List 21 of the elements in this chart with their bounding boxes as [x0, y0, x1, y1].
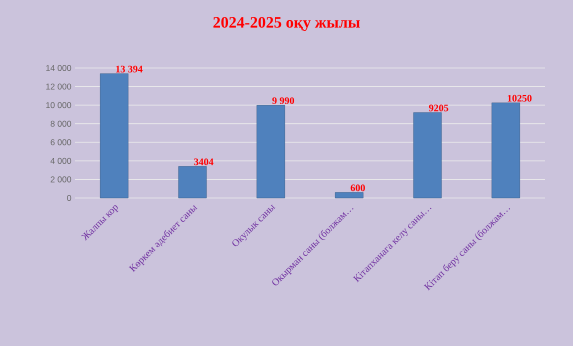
data-label: 10250 [508, 94, 532, 102]
data-label: 3404 [194, 158, 214, 166]
y-tick-label: 14 000 [46, 65, 72, 71]
y-tick-label: 4 000 [50, 158, 72, 164]
chart-title: 2024-2025 оқу жылы [213, 16, 360, 32]
y-tick-label: 10 000 [46, 102, 72, 108]
y-tick-label: 6 000 [50, 139, 72, 146]
y-tick-label: 8 000 [50, 120, 72, 127]
y-tick-label: 0 [67, 195, 72, 201]
bar [256, 105, 286, 198]
data-label: 9205 [428, 104, 448, 112]
y-tick-label: 12 000 [46, 84, 72, 90]
data-label: 600 [350, 184, 365, 192]
bar [334, 192, 364, 198]
data-label: 13 394 [116, 66, 143, 72]
bar [413, 112, 442, 198]
y-tick-label: 2 000 [50, 176, 72, 182]
bar [492, 102, 520, 198]
bar [100, 73, 128, 198]
data-label: 9 990 [272, 97, 294, 104]
bar [178, 166, 207, 198]
